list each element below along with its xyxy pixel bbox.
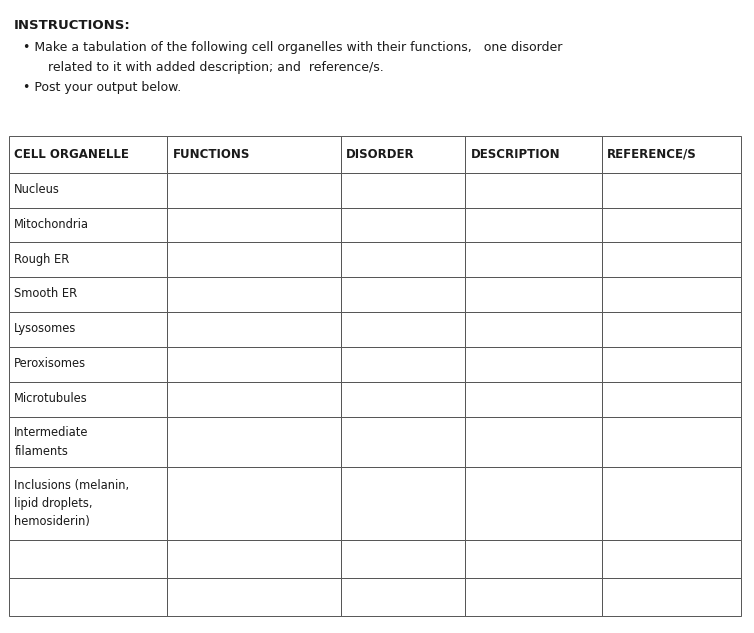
Bar (341, 242, 465, 277)
Bar (602, 173, 741, 208)
Bar (9, 382, 167, 417)
Bar (465, 417, 602, 467)
Bar (602, 277, 741, 312)
Bar (9, 540, 167, 578)
Bar (9, 242, 167, 277)
Bar (341, 382, 465, 417)
Bar (167, 540, 341, 578)
Bar (341, 173, 465, 208)
Text: Nucleus: Nucleus (14, 183, 60, 196)
Bar (602, 382, 741, 417)
Bar (465, 136, 602, 173)
Text: lipid droplets,: lipid droplets, (14, 497, 93, 510)
Bar (341, 347, 465, 382)
Text: DESCRIPTION: DESCRIPTION (470, 148, 560, 161)
Text: related to it with added description; and  reference/s.: related to it with added description; an… (32, 61, 384, 74)
Bar (602, 417, 741, 467)
Text: COLAR: COLAR (215, 318, 329, 347)
Text: N: N (167, 354, 193, 383)
Bar (602, 347, 741, 382)
Bar (167, 208, 341, 242)
Bar (277, 468, 312, 525)
Bar (167, 391, 258, 424)
Text: Microtubules: Microtubules (14, 392, 88, 405)
Ellipse shape (279, 449, 309, 481)
Bar (465, 347, 602, 382)
Bar (9, 347, 167, 382)
Bar (9, 136, 167, 173)
Ellipse shape (235, 442, 270, 476)
Text: Lysosomes: Lysosomes (14, 322, 77, 335)
Bar (602, 312, 741, 347)
Bar (465, 540, 602, 578)
Bar (341, 208, 465, 242)
Text: S: S (166, 318, 188, 347)
Bar (602, 136, 741, 173)
Bar (602, 578, 741, 616)
Text: Rough ER: Rough ER (14, 253, 69, 266)
Bar (167, 242, 341, 277)
Text: REFERENCE/S: REFERENCE/S (607, 148, 697, 161)
Bar (167, 173, 341, 208)
Bar (9, 417, 167, 467)
Text: CELL ORGANELLE: CELL ORGANELLE (14, 148, 129, 161)
Text: Mitochondria: Mitochondria (14, 218, 89, 231)
Bar (341, 136, 465, 173)
Text: Smooth ER: Smooth ER (14, 287, 78, 301)
Bar (9, 578, 167, 616)
Bar (9, 312, 167, 347)
Text: Inclusions (melanin,: Inclusions (melanin, (14, 479, 130, 492)
Bar (9, 208, 167, 242)
Bar (602, 467, 741, 540)
Bar (465, 277, 602, 312)
Text: • Make a tabulation of the following cell organelles with their functions,   one: • Make a tabulation of the following cel… (23, 41, 562, 54)
Bar (465, 467, 602, 540)
Bar (167, 312, 341, 347)
Text: 1007: 1007 (260, 396, 329, 420)
Bar (167, 136, 341, 173)
Bar (465, 578, 602, 616)
Text: INSTRUCTIONS:: INSTRUCTIONS: (14, 19, 130, 32)
Bar (465, 382, 602, 417)
Bar (341, 578, 465, 616)
Bar (341, 467, 465, 540)
Bar (9, 467, 167, 540)
Text: Intermediate: Intermediate (14, 426, 89, 439)
Bar (341, 277, 465, 312)
Bar (602, 208, 741, 242)
Bar (465, 208, 602, 242)
Bar (9, 173, 167, 208)
Bar (167, 467, 341, 540)
Bar (341, 312, 465, 347)
Bar (465, 173, 602, 208)
Bar (167, 347, 341, 382)
Bar (234, 462, 271, 522)
Bar (465, 242, 602, 277)
Bar (341, 417, 465, 467)
Text: F: F (170, 283, 191, 312)
Text: FUNCTIONS: FUNCTIONS (173, 148, 250, 161)
Text: hemosiderin): hemosiderin) (14, 515, 90, 529)
Bar (341, 540, 465, 578)
Bar (167, 277, 341, 312)
Bar (602, 540, 741, 578)
Text: Peroxisomes: Peroxisomes (14, 357, 87, 370)
Bar (167, 417, 341, 467)
Text: filaments: filaments (14, 445, 68, 458)
Text: ENTRO: ENTRO (230, 283, 347, 312)
Text: NIVERSITY: NIVERSITY (205, 354, 386, 383)
Bar (167, 578, 341, 616)
Bar (602, 242, 741, 277)
Bar (167, 382, 341, 417)
Bar (9, 277, 167, 312)
Text: • Post your output below.: • Post your output below. (23, 81, 181, 94)
Bar (465, 312, 602, 347)
Text: DISORDER: DISORDER (346, 148, 415, 161)
